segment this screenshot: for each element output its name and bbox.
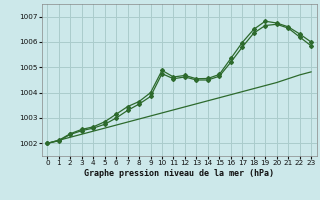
X-axis label: Graphe pression niveau de la mer (hPa): Graphe pression niveau de la mer (hPa) [84, 169, 274, 178]
